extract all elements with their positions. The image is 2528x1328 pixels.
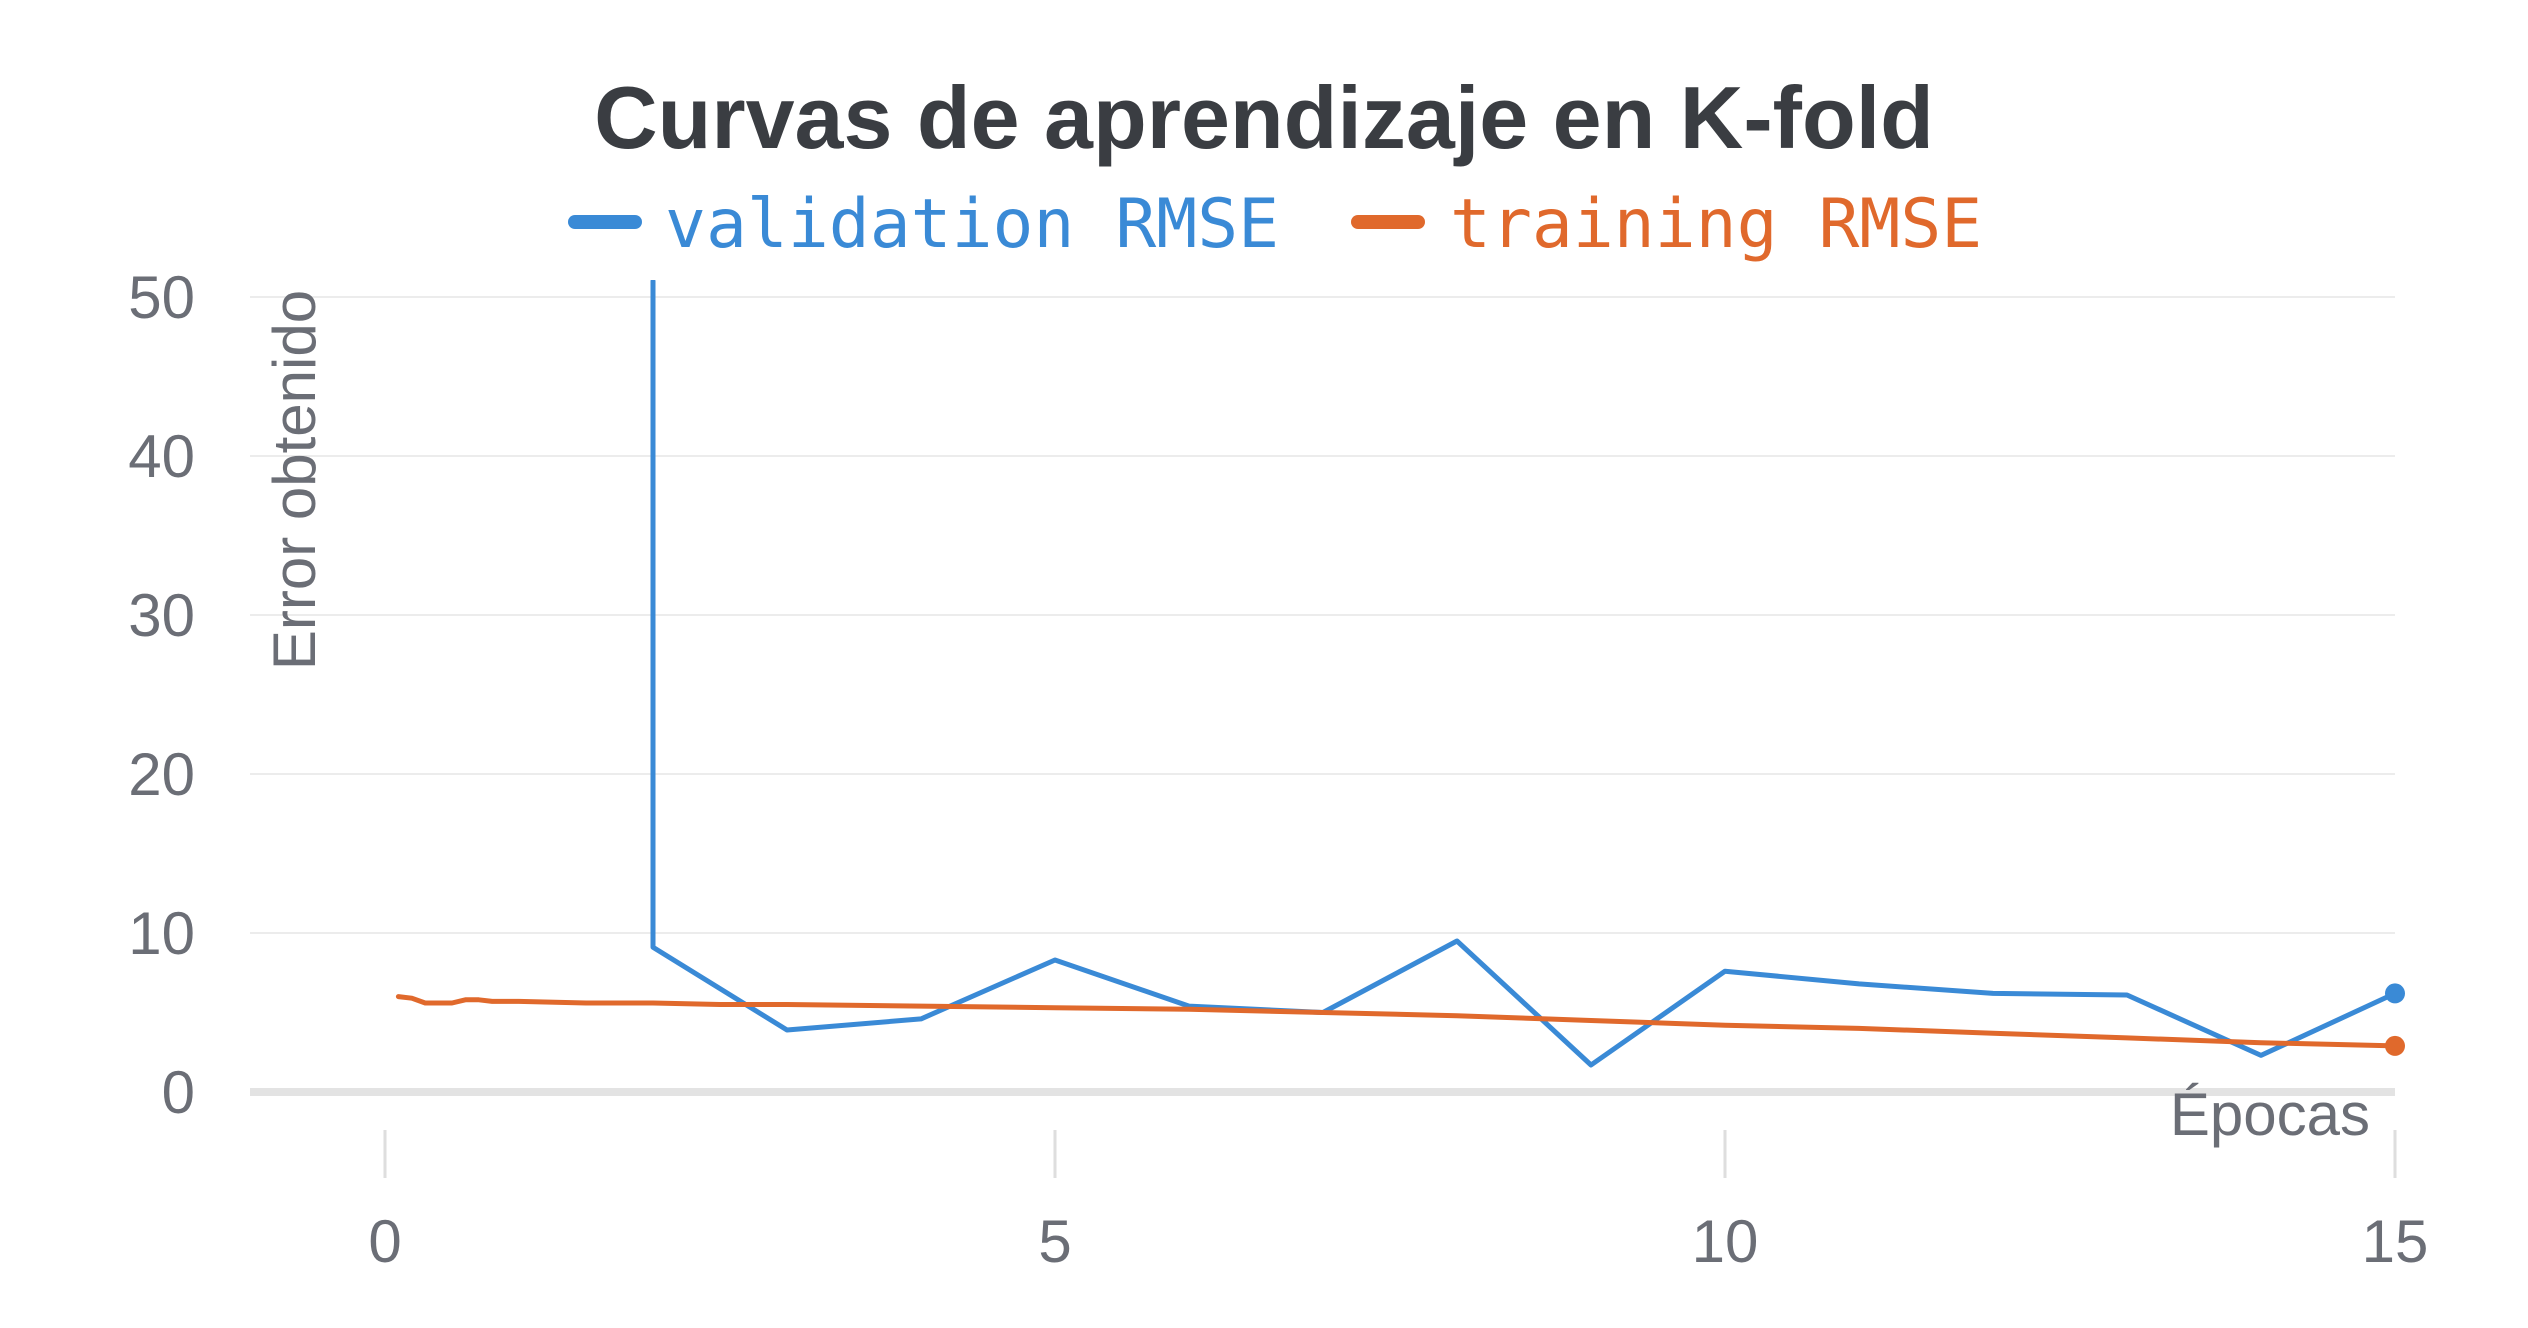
x-tick-label: 10: [1692, 1208, 1759, 1275]
series-line-0: [650, 280, 2398, 1068]
series-end-point-1: [2385, 1035, 2405, 1056]
legend: validation RMSE training RMSE: [568, 185, 1982, 264]
x-tick-label: 15: [2362, 1208, 2429, 1275]
y-tick-label: 0: [162, 1059, 195, 1126]
y-tick-label: 50: [128, 264, 195, 331]
legend-label-1: training RMSE: [1450, 185, 1982, 264]
y-axis-ticks: 0 10 20 30 40 50: [128, 264, 195, 1126]
series-0: [650, 280, 2405, 1068]
series-1: [395, 994, 2405, 1056]
y-tick-label: 20: [128, 741, 195, 808]
y-tick-label: 30: [128, 582, 195, 649]
chart-title: Curvas de aprendizaje en K-fold: [594, 68, 1934, 167]
legend-label-0: validation RMSE: [665, 185, 1279, 264]
series-end-point-0: [2385, 983, 2405, 1004]
series-line-1: [395, 994, 2398, 1049]
x-axis-label: Épocas: [2170, 1081, 2370, 1148]
series-layer: [395, 280, 2405, 1068]
x-tick-label: 5: [1038, 1208, 1071, 1275]
y-tick-label: 10: [128, 900, 195, 967]
y-tick-label: 40: [128, 423, 195, 490]
x-axis-ticks: 0 5 10 15: [368, 1130, 2428, 1275]
x-tick-label: 0: [368, 1208, 401, 1275]
grid: [250, 296, 2395, 1096]
y-axis-label: Error obtenido: [261, 290, 328, 670]
